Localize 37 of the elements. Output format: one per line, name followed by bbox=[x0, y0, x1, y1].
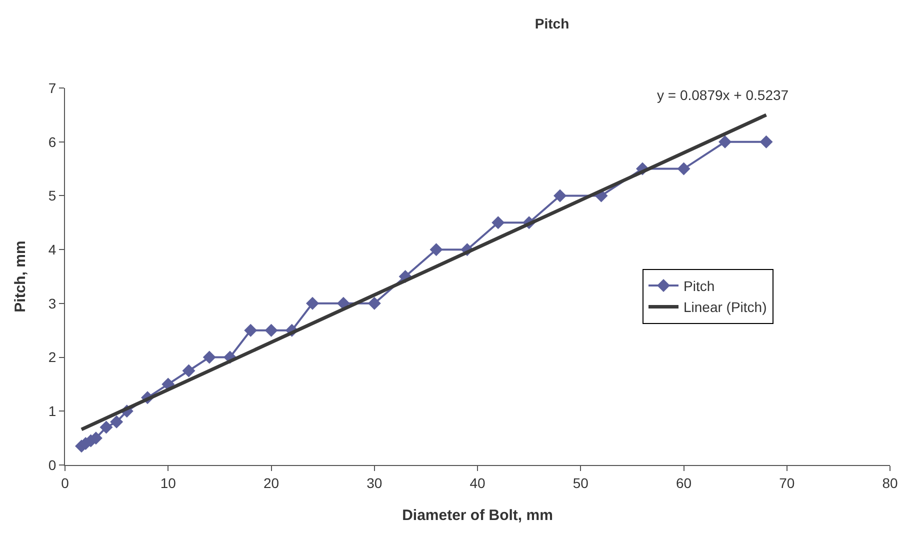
y-tick-label: 3 bbox=[48, 295, 56, 312]
point bbox=[244, 324, 258, 337]
chart-title: Pitch bbox=[534, 16, 570, 32]
x-tick-label: 20 bbox=[263, 474, 280, 491]
point bbox=[100, 420, 113, 434]
x-tick-label: 40 bbox=[470, 474, 486, 491]
point bbox=[182, 364, 196, 378]
point bbox=[306, 296, 319, 310]
x-tick-label: 60 bbox=[676, 474, 692, 491]
x-tick-label: 30 bbox=[366, 474, 382, 491]
point bbox=[368, 296, 381, 310]
point bbox=[492, 216, 505, 230]
x-tick-label: 50 bbox=[572, 474, 589, 491]
y-tick-label: 5 bbox=[48, 188, 56, 204]
point bbox=[430, 243, 443, 256]
y-tick-label: 6 bbox=[48, 134, 56, 150]
y-tick-label: 0 bbox=[48, 456, 56, 473]
y-tick-label: 1 bbox=[48, 403, 56, 420]
point bbox=[202, 350, 216, 364]
x-tick-label: 80 bbox=[882, 474, 898, 491]
point bbox=[677, 162, 690, 176]
x-axis-title: Diameter of Bolt, mm bbox=[402, 507, 553, 524]
point bbox=[718, 135, 732, 148]
x-tick-label: 10 bbox=[160, 474, 176, 491]
y-tick-label: 7 bbox=[48, 80, 56, 96]
point bbox=[264, 324, 278, 337]
point bbox=[554, 189, 566, 202]
x-tick-label: 0 bbox=[61, 474, 70, 491]
point bbox=[110, 415, 124, 428]
legend-label: Linear (Pitch) bbox=[684, 299, 767, 316]
y-tick-label: 4 bbox=[48, 241, 56, 258]
y-axis-title: Pitch, mm bbox=[12, 240, 29, 312]
annotation: y = 0.0879x + 0.5237 bbox=[657, 87, 789, 103]
y-tick-label: 2 bbox=[48, 349, 56, 366]
x-tick-label: 70 bbox=[779, 474, 795, 491]
point bbox=[760, 135, 773, 148]
legend-label: Pitch bbox=[684, 278, 715, 294]
